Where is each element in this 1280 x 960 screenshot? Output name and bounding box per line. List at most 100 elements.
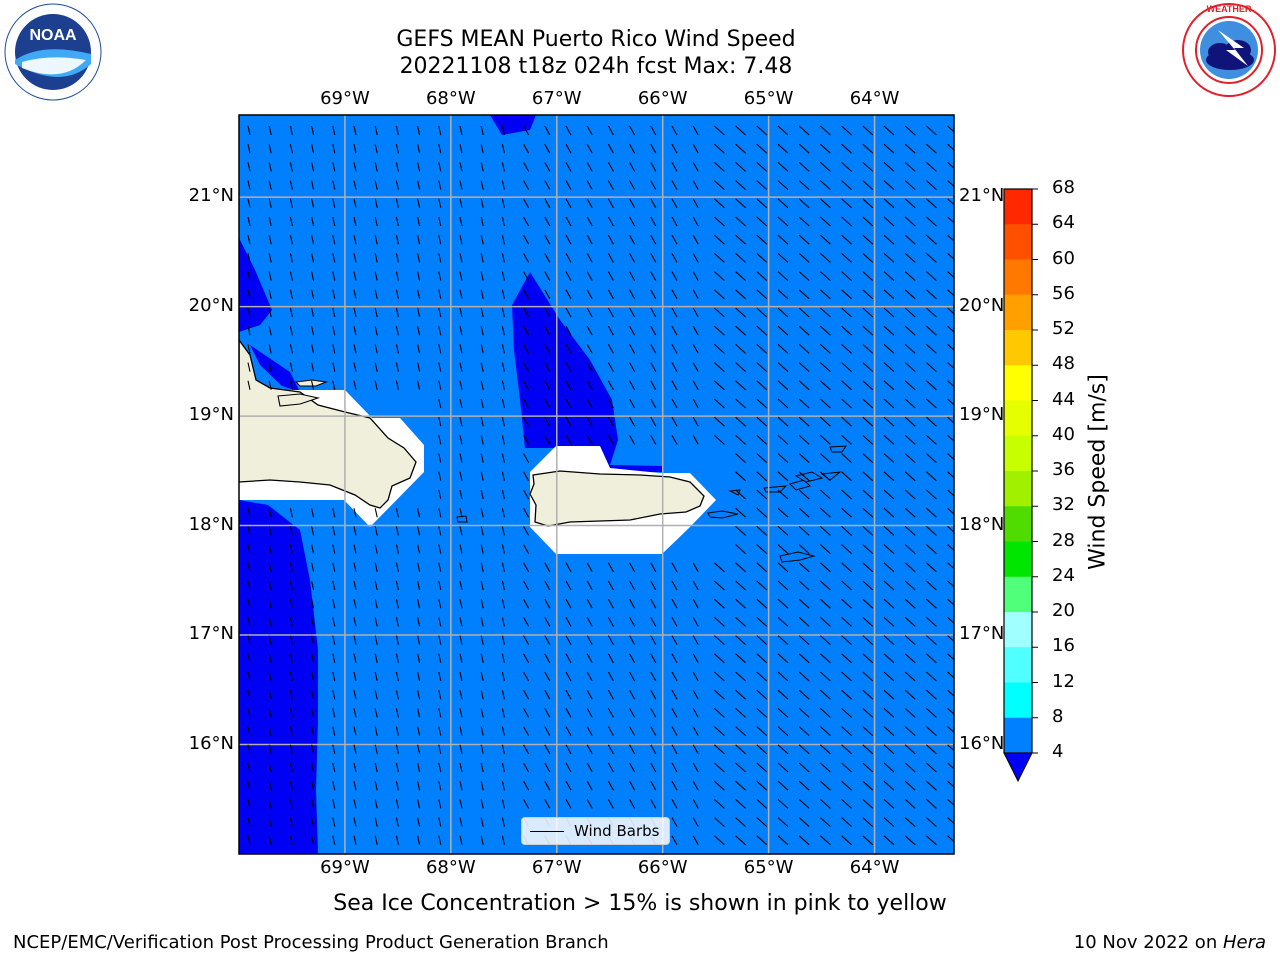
wind-barb [438,526,442,536]
wind-barb [289,762,293,773]
wind-barb [353,817,357,827]
wind-barb [586,344,593,354]
wind-barb [841,707,852,718]
wind-barb [650,799,657,809]
wind-barb [904,362,916,373]
wind-barb [332,562,336,572]
wind-barb [650,198,657,209]
wind-barb [629,744,636,755]
wind-barb [480,307,484,318]
wind-barb [629,762,636,773]
wind-barb [480,653,484,663]
wind-barb [268,544,272,554]
wind-barb [883,325,895,336]
wind-barb [480,835,484,845]
wind-barb [353,653,357,663]
wind-barb [353,344,357,354]
wind-barb [883,234,895,245]
wind-barb [332,835,336,845]
wind-barb [247,635,251,645]
wind-barb [692,635,699,645]
wind-barb [268,125,272,136]
wind-barb [714,635,725,646]
wind-barb [607,671,614,682]
map-subtitle: 20221108 t18z 024h fcst Max: 7.48 [399,54,793,79]
wind-barb [841,252,852,263]
wind-barb [671,580,678,591]
wind-barb [607,689,614,700]
wind-barb [926,671,937,682]
wind-barb [501,744,505,754]
wind-barb [289,380,293,390]
wind-barb [501,162,505,172]
wind-barb [841,525,852,536]
wind-barb [798,707,810,718]
wind-barb [565,325,572,336]
wind-barb [947,143,954,151]
wind-barb [395,144,399,154]
wind-barb [756,416,768,427]
wind-barb [883,671,895,682]
wind-barb [777,161,789,172]
wind-barb [841,398,852,409]
wind-barb [289,817,293,827]
wind-barb [862,289,874,300]
wind-barb [586,708,593,718]
lat-tick-label-right: 17°N [959,623,1005,645]
wind-barb [501,726,505,736]
wind-barb [926,325,937,336]
wind-barb [459,817,463,827]
wind-barb [438,453,442,463]
wind-barb [714,180,725,191]
wind-barb [353,326,357,336]
gonave-island [277,393,321,407]
wind-barb [247,726,251,736]
wind-barb [671,617,678,627]
wind-barb [374,125,378,136]
wind-barb [268,671,272,682]
wind-barb [417,326,421,336]
wind-barb [714,198,725,209]
wind-barb [544,762,551,773]
wind-barb [438,271,442,281]
wind-barb [756,798,768,809]
wind-barb [607,216,614,227]
wind-barb [480,671,484,682]
wind-barb [629,708,636,718]
wind-barb [926,143,937,154]
wind-barb [841,161,852,172]
wind-barb [777,252,789,263]
wind-barb [565,271,572,281]
wind-barb [417,362,421,372]
wind-barb [714,671,725,682]
wind-barb [268,326,272,336]
wind-barb [417,198,421,208]
wind-barb [544,143,551,154]
wind-barb [650,125,657,136]
wind-barb [904,161,916,172]
wind-barb [607,744,614,755]
wind-barb [735,125,746,136]
lon-tick-label-top: 65°W [743,88,794,109]
wind-barb [629,380,636,391]
wind-barb [820,252,831,263]
wind-barb [756,125,768,136]
wind-barb [438,180,442,190]
wind-barb [947,835,954,843]
wind-barb [777,544,789,555]
wind-barb [820,325,831,336]
wind-barb [777,635,789,646]
wind-barb [501,653,505,663]
wind-barb [353,835,357,845]
nws-logo: WEATHER [1182,3,1276,97]
wind-barb [926,289,937,300]
wind-barb [480,417,484,427]
wind-barb [798,762,810,773]
wind-barb [671,234,678,245]
wind-barb [904,598,916,609]
wind-barb [438,781,442,791]
lon-tick-label-top: 67°W [531,88,582,109]
wind-barb [395,599,399,609]
wind-barb [544,617,551,627]
wind-barb [692,143,699,154]
